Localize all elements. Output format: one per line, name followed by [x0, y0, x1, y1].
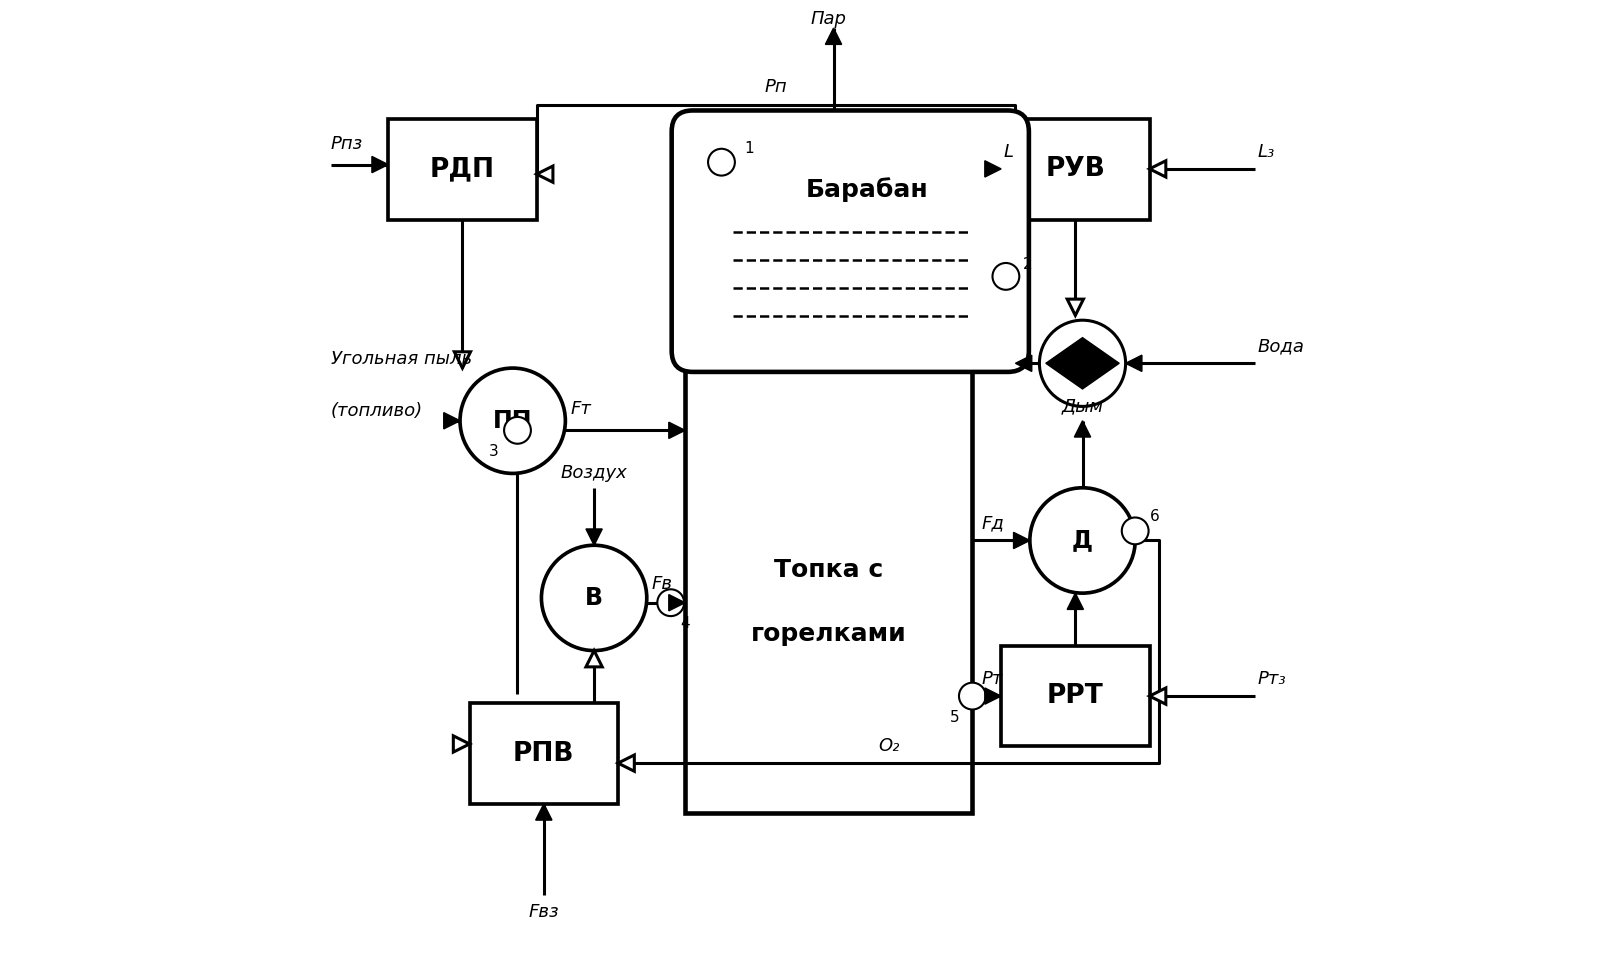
- Text: РПВ: РПВ: [514, 741, 574, 767]
- Polygon shape: [586, 529, 602, 545]
- Text: Рт: Рт: [982, 669, 1003, 688]
- Polygon shape: [536, 804, 552, 820]
- Text: РДП: РДП: [430, 156, 494, 183]
- Polygon shape: [826, 28, 842, 44]
- Polygon shape: [618, 755, 634, 771]
- Text: Вода: Вода: [1258, 337, 1304, 355]
- Polygon shape: [586, 650, 602, 667]
- Bar: [685, 172, 973, 813]
- Circle shape: [461, 368, 565, 473]
- Text: 3: 3: [488, 444, 499, 459]
- Circle shape: [1122, 518, 1149, 544]
- Text: В: В: [586, 586, 603, 610]
- Circle shape: [709, 149, 734, 176]
- Text: Пар: Пар: [811, 10, 846, 28]
- Text: РРТ: РРТ: [1046, 683, 1104, 709]
- Text: 5: 5: [950, 710, 960, 724]
- Circle shape: [1040, 320, 1126, 407]
- Polygon shape: [1046, 338, 1118, 363]
- Polygon shape: [986, 688, 1002, 704]
- Text: О₂: О₂: [878, 737, 899, 754]
- Polygon shape: [1067, 299, 1083, 316]
- Text: 2: 2: [1022, 257, 1032, 272]
- Polygon shape: [1016, 355, 1032, 372]
- Bar: [1002, 119, 1149, 219]
- Polygon shape: [986, 160, 1002, 177]
- Polygon shape: [669, 422, 685, 439]
- Text: Fв: Fв: [651, 575, 672, 592]
- Text: (топливо): (топливо): [331, 402, 422, 420]
- Polygon shape: [454, 352, 470, 368]
- Circle shape: [541, 545, 646, 650]
- Polygon shape: [443, 412, 461, 429]
- Circle shape: [658, 589, 685, 616]
- Text: Топка с: Топка с: [774, 557, 883, 582]
- Text: Fвз: Fвз: [528, 903, 558, 921]
- Polygon shape: [1149, 160, 1166, 177]
- Text: Рт₃: Рт₃: [1258, 669, 1286, 688]
- Text: горелками: горелками: [750, 622, 907, 645]
- Circle shape: [1030, 488, 1134, 593]
- FancyBboxPatch shape: [672, 110, 1029, 372]
- Bar: [389, 119, 536, 219]
- Polygon shape: [453, 736, 470, 753]
- Polygon shape: [669, 594, 685, 611]
- Text: Воздух: Воздух: [560, 465, 627, 482]
- Circle shape: [504, 417, 531, 443]
- Polygon shape: [536, 166, 554, 183]
- Polygon shape: [1074, 421, 1091, 437]
- Bar: [1002, 646, 1149, 747]
- Text: Дым: Дым: [1061, 397, 1104, 415]
- Polygon shape: [1046, 363, 1118, 389]
- Text: Рп: Рп: [765, 78, 787, 97]
- Text: L: L: [1003, 143, 1013, 160]
- Text: L₃: L₃: [1258, 143, 1275, 160]
- Polygon shape: [1067, 593, 1083, 610]
- Polygon shape: [371, 156, 389, 173]
- Text: 1: 1: [744, 141, 754, 156]
- Polygon shape: [1126, 355, 1142, 372]
- Text: Fт: Fт: [570, 400, 590, 418]
- Text: Рпз: Рпз: [331, 134, 363, 153]
- Bar: [470, 703, 618, 804]
- Text: Барабан: Барабан: [805, 177, 928, 202]
- Text: РУВ: РУВ: [1045, 156, 1106, 183]
- Text: Fд: Fд: [982, 514, 1005, 532]
- Text: ПП: ПП: [493, 409, 533, 433]
- Text: 4: 4: [680, 616, 690, 631]
- Polygon shape: [1149, 688, 1166, 704]
- Circle shape: [958, 683, 986, 709]
- Polygon shape: [1013, 532, 1030, 549]
- Circle shape: [992, 263, 1019, 290]
- Text: 6: 6: [1149, 509, 1160, 524]
- Text: Угольная пыль: Угольная пыль: [331, 350, 472, 367]
- Text: Д: Д: [1072, 528, 1093, 553]
